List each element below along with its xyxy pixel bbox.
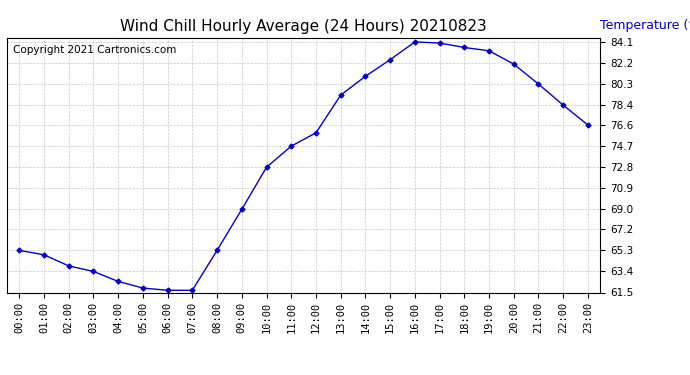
Title: Wind Chill Hourly Average (24 Hours) 20210823: Wind Chill Hourly Average (24 Hours) 202… [120,18,487,33]
Text: Temperature (°F): Temperature (°F) [600,19,690,32]
Text: Copyright 2021 Cartronics.com: Copyright 2021 Cartronics.com [13,45,176,55]
